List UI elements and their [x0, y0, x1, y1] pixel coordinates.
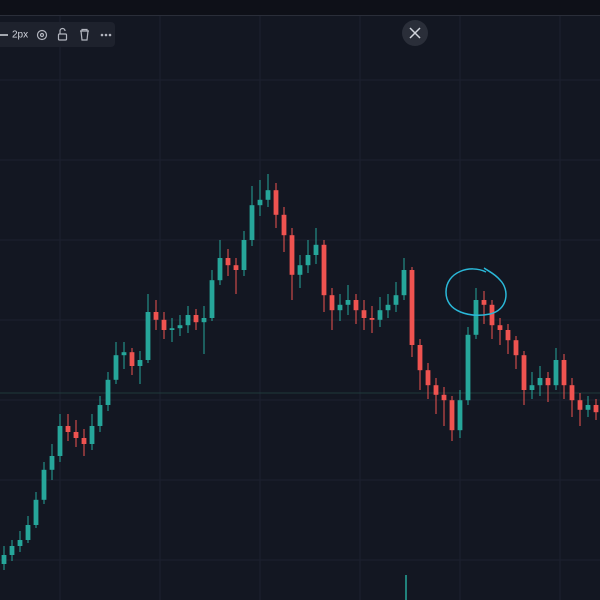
- candle-body: [177, 325, 183, 329]
- candle-body: [137, 360, 143, 366]
- candle-body: [345, 300, 351, 305]
- candle-body: [273, 190, 279, 215]
- candles: [1, 174, 599, 570]
- candle-body: [25, 525, 31, 540]
- candle-body: [49, 456, 55, 470]
- line-width-label[interactable]: 2px: [12, 30, 28, 41]
- candle-body: [129, 352, 135, 366]
- candle-body: [425, 370, 431, 386]
- candle-body: [593, 405, 599, 413]
- candle-body: [81, 438, 87, 444]
- candle-body: [225, 258, 231, 266]
- candle-body: [241, 240, 247, 270]
- candle-body: [257, 199, 263, 206]
- candle-body: [417, 345, 423, 371]
- candle-body: [153, 312, 159, 320]
- candle-body: [9, 546, 15, 555]
- candle-body: [409, 270, 415, 345]
- candle-body: [217, 258, 223, 281]
- top-bar: [0, 0, 600, 15]
- candle-body: [57, 426, 63, 456]
- candle-body: [545, 378, 551, 386]
- candle-body: [121, 352, 127, 356]
- more-icon[interactable]: [100, 33, 112, 37]
- candle-body: [377, 310, 383, 320]
- candle-body: [169, 328, 175, 330]
- candle-body: [281, 214, 287, 236]
- candle-body: [265, 190, 271, 200]
- candle-body: [473, 300, 479, 335]
- candle-body: [41, 469, 47, 500]
- candle-body: [569, 385, 575, 401]
- candle-body: [161, 319, 167, 330]
- candle-body: [505, 330, 511, 341]
- candle-body: [297, 265, 303, 275]
- candle-body: [513, 340, 519, 356]
- candle-body: [577, 400, 583, 410]
- candle-body: [233, 265, 239, 270]
- drawn-ellipse: [445, 267, 507, 316]
- candle-body: [329, 295, 335, 311]
- close-button[interactable]: [402, 20, 428, 46]
- candle-body: [489, 304, 495, 326]
- candle-body: [353, 300, 359, 311]
- candle-body: [305, 255, 311, 266]
- candle-body: [97, 405, 103, 426]
- candle-body: [433, 385, 439, 395]
- candle-body: [529, 385, 535, 390]
- settings-icon[interactable]: [36, 29, 48, 41]
- candle-body: [561, 360, 567, 386]
- candle-body: [385, 304, 391, 311]
- drawing-toolbar: 2px: [0, 22, 115, 47]
- candle-body: [521, 355, 527, 390]
- candle-body: [113, 355, 119, 380]
- candle-body: [361, 310, 367, 318]
- candle-body: [449, 400, 455, 431]
- candle-body: [73, 432, 79, 438]
- candle-body: [321, 244, 327, 296]
- candle-body: [497, 325, 503, 330]
- delete-icon[interactable]: [80, 28, 89, 41]
- candle-body: [1, 555, 7, 564]
- candle-body: [457, 400, 463, 431]
- candle-body: [185, 315, 191, 326]
- candle-body: [465, 334, 471, 401]
- candle-body: [145, 312, 151, 360]
- candle-body: [337, 304, 343, 311]
- candle-body: [369, 318, 375, 320]
- candle-body: [585, 405, 591, 410]
- candle-body: [441, 394, 447, 401]
- candle-body: [401, 270, 407, 296]
- candle-body: [249, 205, 255, 240]
- candle-body: [193, 315, 199, 323]
- candle-body: [33, 499, 39, 525]
- close-icon[interactable]: [409, 27, 421, 39]
- candle-body: [65, 426, 71, 432]
- candle-body: [481, 300, 487, 305]
- candle-body: [201, 318, 207, 323]
- lock-icon[interactable]: [57, 27, 68, 41]
- candle-body: [209, 280, 215, 318]
- candle-body: [105, 379, 111, 405]
- candle-body: [313, 244, 319, 255]
- candle-body: [393, 295, 399, 305]
- candle-body: [289, 235, 295, 275]
- toolbar-background: [0, 22, 115, 47]
- candle-body: [17, 540, 23, 546]
- candle-body: [89, 426, 95, 444]
- candle-body: [537, 378, 543, 386]
- candle-body: [553, 360, 559, 386]
